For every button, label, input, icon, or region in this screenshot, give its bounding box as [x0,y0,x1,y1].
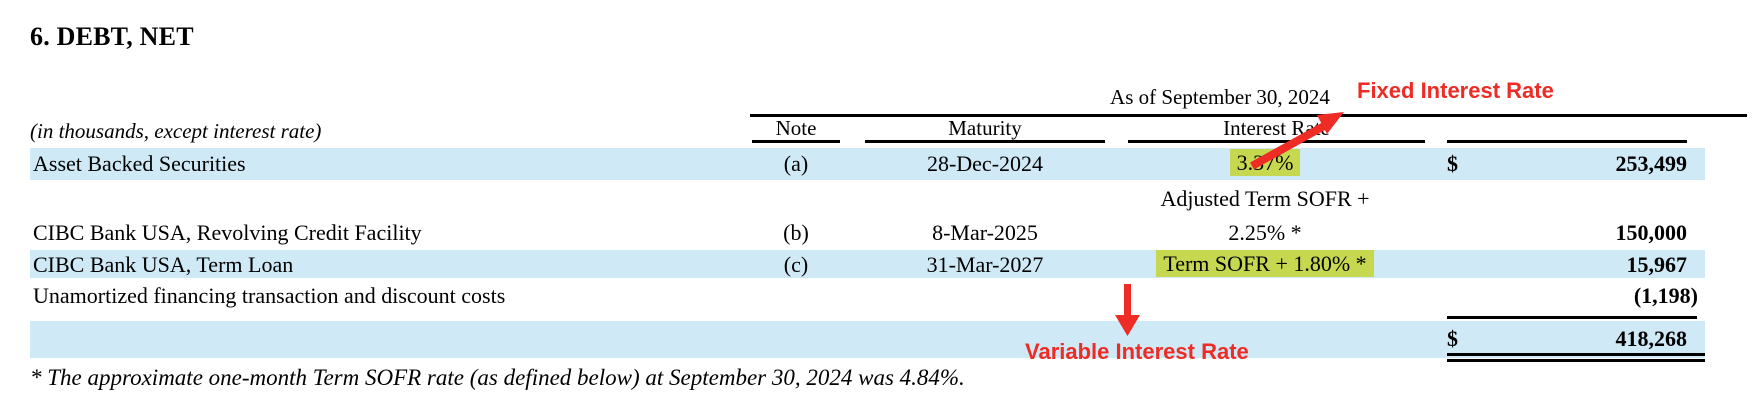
total-amount: 418,268 [1615,326,1688,351]
fixed-interest-rate-annotation: Fixed Interest Rate [1357,78,1554,103]
column-header-maturity: Maturity [948,116,1022,140]
maturity-column-rule [865,140,1105,143]
row-interest-rate-line1: Adjusted Term SOFR + [1160,186,1370,211]
row-note-ref: (b) [783,220,809,245]
row-label: CIBC Bank USA, Revolving Credit Facility [33,220,422,245]
row-maturity: 8-Mar-2025 [932,220,1038,245]
variable-rate-highlight: Term SOFR + 1.80% * [1156,250,1374,277]
row-label: CIBC Bank USA, Term Loan [33,252,294,277]
note-column-rule [752,140,840,143]
sofr-footnote: * The approximate one-month Term SOFR ra… [30,365,965,390]
row-maturity: 28-Dec-2024 [926,151,1044,176]
row-amount: 253,499 [1615,151,1688,176]
interest-column-rule [1128,140,1425,143]
variable-interest-rate-annotation: Variable Interest Rate [1025,339,1249,364]
row-interest-rate-line2: 2.25% * [1228,220,1302,245]
row-band-total [30,321,1705,358]
fixed-rate-arrow-icon [1250,112,1344,170]
row-interest-rate: Term SOFR + 1.80% * [1115,250,1415,277]
variable-rate-arrow-icon [1115,284,1140,336]
row-label: Asset Backed Securities [33,151,246,176]
row-maturity: 31-Mar-2027 [926,252,1044,277]
row-label: Unamortized financing transaction and di… [33,283,506,308]
period-header: As of September 30, 2024 [1110,85,1330,109]
row-note-ref: (a) [783,151,809,176]
row-band-term-loan [30,250,1705,278]
amount-column-rule [1447,140,1687,143]
column-header-note: Note [775,116,817,140]
row-amount: 15,967 [1626,252,1688,277]
currency-symbol: $ [1447,151,1458,176]
row-note-ref: (c) [783,252,809,277]
subtotal-rule [1447,316,1697,319]
section-title: 6. DEBT, NET [30,22,194,51]
row-band-asset-backed [30,148,1705,180]
total-double-rule-bottom [1447,359,1705,362]
units-note: (in thousands, except interest rate) [30,119,322,143]
total-currency-symbol: $ [1447,326,1458,351]
header-top-rule [750,114,1747,117]
row-amount: 150,000 [1615,220,1688,245]
row-amount: (1,198) [1633,283,1698,308]
total-double-rule-top [1447,353,1705,356]
